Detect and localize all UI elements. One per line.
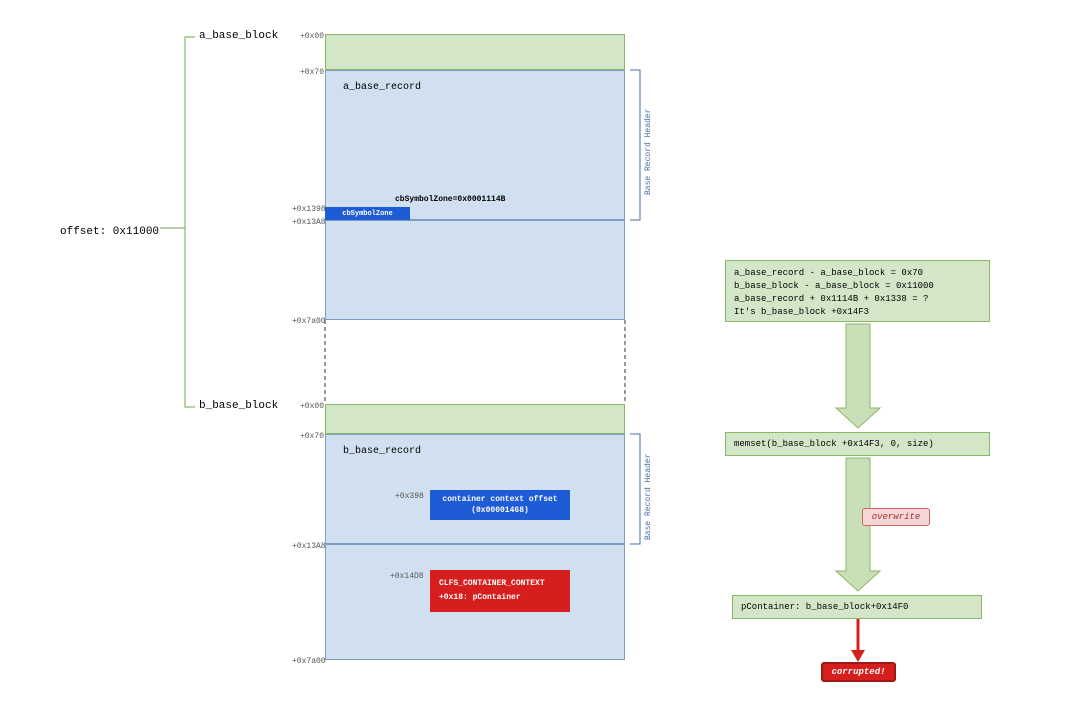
ctx-line2: (0x00001468) [471,505,529,516]
a-record-label: a_base_record [343,82,421,93]
cbsymbolzone-box: cbSymbolZone [325,207,410,220]
calc-line-2: a_base_record + 0x1114B + 0x1338 = ? [734,293,981,306]
container-context-offset-box: container context offset (0x00001468) [430,490,570,520]
b-base-block-label: b_base_block [199,400,278,412]
symbol-text: cbSymbolZone=0x0001114B [395,195,505,204]
calc-line-0: a_base_record - a_base_block = 0x70 [734,267,981,280]
a-off-0x00: +0x00 [300,32,324,41]
a-base-block-label: a_base_block [199,30,278,42]
a-off-0x70: +0x70 [300,68,324,77]
a-off-0x1398: +0x1398 [292,205,326,214]
calc-line-3: It's b_base_block +0x14F3 [734,306,981,319]
clfs-line2: +0x18: pContainer [439,591,569,605]
a-off-0x13A8: +0x13A8 [292,218,326,227]
b-off-0x13A8: +0x13A8 [292,542,326,551]
calc-line-1: b_base_block - a_base_block = 0x11000 [734,280,981,293]
b-off-0x70: +0x70 [300,432,324,441]
b-off-0x00: +0x00 [300,402,324,411]
ctx-line1: container context offset [442,494,557,505]
pcontainer-box: pContainer: b_base_block+0x14F0 [732,595,982,619]
a-header-block [325,34,625,70]
offset-label: offset: 0x11000 [60,226,159,238]
a-mid-block [325,220,625,320]
memset-box: memset(b_base_block +0x14F3, 0, size) [725,432,990,456]
corrupted-box: corrupted! [821,662,896,682]
overwrite-box: overwrite [862,508,930,526]
base-record-header-a: Base Record Header [644,109,653,195]
b-ctx-off: +0x398 [395,492,424,501]
clfs-context-box: CLFS_CONTAINER_CONTEXT +0x18: pContainer [430,570,570,612]
clfs-line1: CLFS_CONTAINER_CONTEXT [439,577,569,591]
b-mid-off: +0x14D8 [390,572,424,581]
a-off-0x7a00: +0x7a00 [292,317,326,326]
b-header-block [325,404,625,434]
calc-box: a_base_record - a_base_block = 0x70 b_ba… [725,260,990,322]
b-off-0x7a00: +0x7a00 [292,657,326,666]
base-record-header-b: Base Record Header [644,454,653,540]
b-record-label: b_base_record [343,446,421,457]
